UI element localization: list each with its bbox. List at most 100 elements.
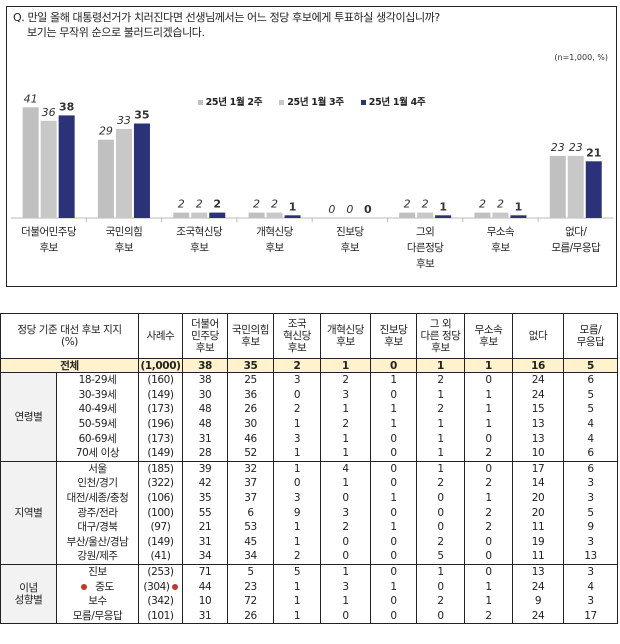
value-cell: 1 [464,579,513,594]
value-cell: 0 [370,358,417,373]
value-cell: 1 [464,416,513,432]
data-label: 23 [551,141,565,154]
data-label: 2 [479,198,486,211]
row-label: 진보 [56,564,139,580]
value-cell: 4 [563,431,618,446]
value-cell: 15 [512,402,564,417]
value-cell: 0 [464,461,513,477]
data-label: 2 [253,198,260,211]
row-label: 대전/세종/충청 [56,490,139,506]
value-cell: 1 [416,564,465,580]
value-cell: 3 [563,564,618,580]
value-cell: 48 [182,402,228,417]
table-row: 60-69세 (173) 31 46 3 1 0 1 0 13 4 [1,431,618,446]
column-header: 더불어 민주당 후보 [182,313,228,359]
data-label: 33 [117,114,131,127]
question-line-1: Q. 만일 올해 대통령선거가 치러진다면 선생님께서는 어느 정당 후보에게 … [13,11,440,24]
sample-size: (253) [138,564,183,580]
bar [209,212,226,218]
value-cell: 0 [464,372,513,388]
question-text: Q. 만일 올해 대통령선거가 치러진다면 선생님께서는 어느 정당 후보에게 … [13,10,440,40]
row-label: 중도 [56,579,139,594]
value-cell: 17 [512,461,564,477]
value-cell: 55 [182,505,228,520]
data-label: 2 [196,198,203,211]
value-cell: 0 [320,608,371,625]
marker-dot-icon [81,583,88,590]
group-label: 연령별 [0,372,57,462]
data-label: 2 [271,198,278,211]
value-cell: 24 [512,372,564,388]
bar [435,215,452,218]
value-cell: 0 [320,490,371,506]
bar [40,120,57,218]
data-label: 35 [134,109,149,122]
table-row: 40-49세 (173) 48 26 2 1 1 2 1 15 5 [1,402,618,417]
bar [22,107,39,218]
row-label: 서울 [56,461,139,477]
value-cell: 4 [563,579,618,594]
row-label: 인천/경기 [56,476,139,491]
value-cell: 1 [320,476,371,491]
legend-swatch-icon [279,100,285,105]
value-cell: 3 [273,431,321,446]
value-cell: 38 [182,372,228,388]
value-cell: 1 [273,579,321,594]
value-cell: 5 [416,549,465,565]
value-cell: 1 [320,431,371,446]
marker-dot-icon [171,583,178,590]
value-cell: 1 [416,358,465,373]
value-cell: 5 [563,505,618,520]
value-cell: 17 [563,608,618,625]
column-header: 진보당 후보 [370,313,417,359]
bar [417,212,434,218]
value-cell: 44 [182,579,228,594]
value-cell: 0 [370,534,417,550]
value-cell: 28 [182,445,228,462]
value-cell: 0 [464,564,513,580]
value-cell: 1 [416,431,465,446]
value-cell: 0 [320,549,371,565]
table-row: 지역별 서울 (185) 39 32 1 4 0 1 0 17 6 [0,461,618,565]
table-row: 대전/세종/충청 (106) 35 37 3 0 1 0 1 20 3 [1,490,618,506]
value-cell: 72 [227,593,274,609]
value-cell: 9 [273,505,321,520]
row-label: 광주/전라 [56,505,139,520]
data-label: 0 [346,203,353,216]
value-cell: 0 [416,505,465,520]
table-row: 70세 이상 (149) 28 52 1 1 0 1 2 10 6 [1,445,618,462]
row-label: 강원/제주 [56,549,139,565]
value-cell: 13 [563,549,618,565]
value-cell: 1 [273,593,321,609]
value-cell: 6 [227,505,274,520]
table-row: 30-39세 (149) 30 36 0 3 0 1 1 24 5 [1,387,618,403]
value-cell: 19 [512,534,564,550]
value-cell: 0 [416,608,465,625]
value-cell: 23 [227,579,274,594]
value-cell: 1 [416,461,465,477]
value-cell: 34 [227,549,274,565]
value-cell: 1 [464,402,513,417]
value-cell: 34 [182,549,228,565]
value-cell: 0 [370,461,417,477]
sample-size: (322) [138,476,183,491]
value-cell: 0 [370,564,417,580]
value-cell: 71 [182,564,228,580]
table-row: 50-59세 (196) 48 30 1 2 1 1 1 13 4 [1,416,618,432]
category-label: 다른정당 [407,242,444,254]
sample-size: (149) [138,534,183,550]
row-label: 70세 이상 [56,445,139,462]
value-cell: 35 [182,490,228,506]
value-cell: 2 [273,549,321,565]
table-row: 인천/경기 (322) 42 37 0 1 0 2 2 14 3 [1,476,618,491]
row-label: 부산/울산/경남 [56,534,139,550]
sample-size: (173) [138,402,183,417]
category-label: 개혁신당 [256,226,293,238]
corner-header: 정당 기준 대선 후보 지지 (%) [0,313,139,359]
value-cell: 0 [370,608,417,625]
value-cell: 1 [416,416,465,432]
value-cell: 20 [512,490,564,506]
crosstab-table: 정당 기준 대선 후보 지지 (%) 사례수 더불어 민주당 후보 국민의힘 후보 조국 혁신당 후… [0,313,618,625]
row-label: 보수 [56,593,139,609]
